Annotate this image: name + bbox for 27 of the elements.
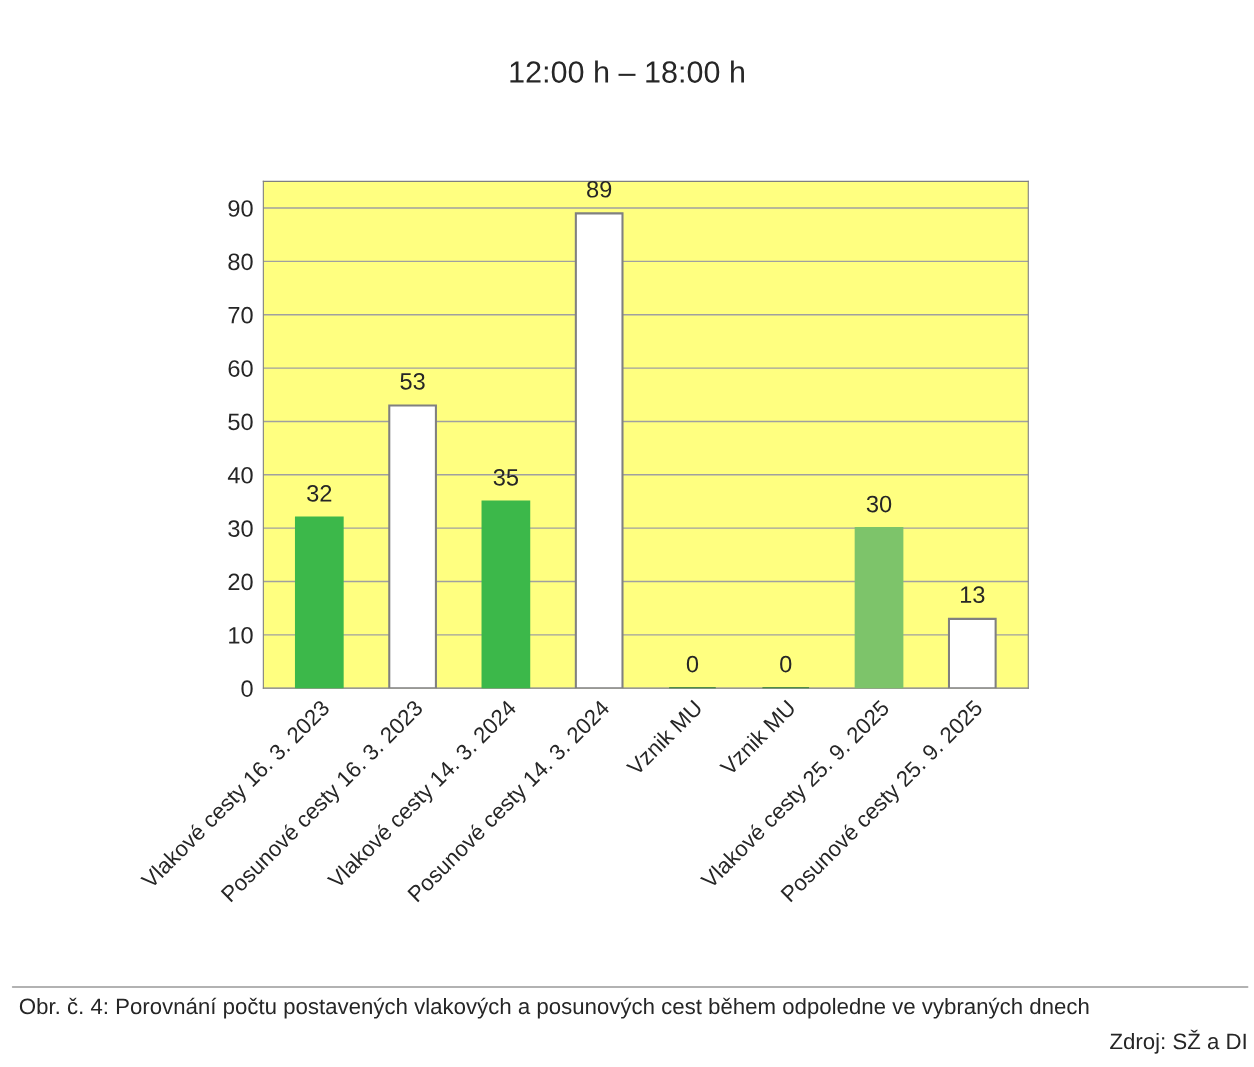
data-label: 13 <box>960 586 985 604</box>
text: Zdroj: SŽ a DI <box>1110 1029 1246 1054</box>
y-tick-label: 70 <box>228 306 253 324</box>
bar <box>481 500 531 689</box>
chart-title: 12:00 h – 18:00 h <box>510 60 744 83</box>
y-tick-label: 80 <box>228 253 253 271</box>
y-tick-label: 0 <box>241 680 253 697</box>
data-label: 0 <box>780 655 792 673</box>
y-tick-label: 30 <box>228 520 253 537</box>
y-tick-label: 90 <box>228 200 253 217</box>
y-tick-label: 20 <box>228 573 253 591</box>
data-label: 0 <box>686 655 699 673</box>
y-tick-label: 10 <box>229 626 253 644</box>
data-label: 53 <box>400 372 425 390</box>
bar <box>294 516 344 689</box>
y-tick-label: 50 <box>228 413 253 431</box>
bar <box>388 404 437 689</box>
y-tick-label: 40 <box>227 466 253 484</box>
data-label: 89 <box>587 180 612 198</box>
bar <box>574 212 624 689</box>
bar <box>947 617 997 689</box>
y-tick-label: 60 <box>228 360 253 377</box>
text: Obr. č. 4: Porovnání počtu postavených vlakových a posunových cest během odpoledne ve vybraných dnech <box>19 997 1089 1019</box>
data-label: 35 <box>493 468 519 486</box>
data-label: 32 <box>307 485 332 502</box>
data-label: 30 <box>866 495 892 513</box>
bar <box>854 527 904 689</box>
